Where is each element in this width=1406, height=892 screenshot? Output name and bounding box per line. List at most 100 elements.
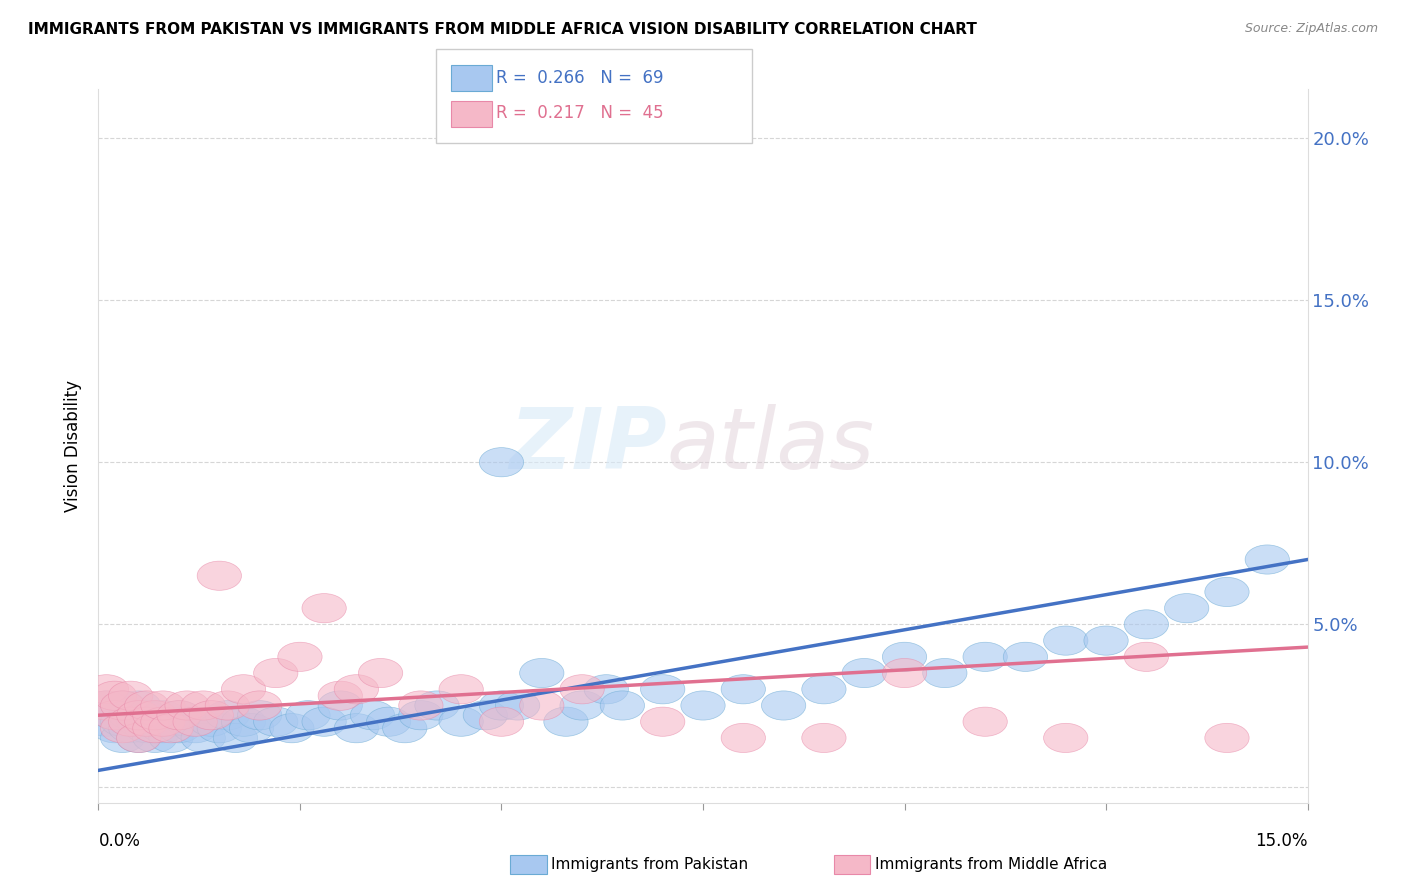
Text: Source: ZipAtlas.com: Source: ZipAtlas.com xyxy=(1244,22,1378,36)
Ellipse shape xyxy=(238,700,281,730)
Ellipse shape xyxy=(439,707,484,736)
Ellipse shape xyxy=(641,674,685,704)
Ellipse shape xyxy=(801,723,846,753)
Ellipse shape xyxy=(463,700,508,730)
Ellipse shape xyxy=(278,642,322,672)
Ellipse shape xyxy=(125,691,169,720)
Ellipse shape xyxy=(197,561,242,591)
Ellipse shape xyxy=(229,714,274,743)
Ellipse shape xyxy=(600,691,644,720)
Ellipse shape xyxy=(335,714,378,743)
Ellipse shape xyxy=(367,707,411,736)
Ellipse shape xyxy=(583,674,628,704)
Ellipse shape xyxy=(108,714,153,743)
Ellipse shape xyxy=(238,691,281,720)
Ellipse shape xyxy=(157,700,201,730)
Ellipse shape xyxy=(520,691,564,720)
Ellipse shape xyxy=(149,707,193,736)
Ellipse shape xyxy=(93,700,136,730)
Ellipse shape xyxy=(399,700,443,730)
Text: 0.0%: 0.0% xyxy=(98,832,141,850)
Ellipse shape xyxy=(963,642,1007,672)
Ellipse shape xyxy=(762,691,806,720)
Ellipse shape xyxy=(318,691,363,720)
Ellipse shape xyxy=(157,700,201,730)
Ellipse shape xyxy=(560,691,605,720)
Ellipse shape xyxy=(117,707,160,736)
Ellipse shape xyxy=(173,714,218,743)
Ellipse shape xyxy=(157,714,201,743)
Ellipse shape xyxy=(544,707,588,736)
Ellipse shape xyxy=(302,593,346,623)
Ellipse shape xyxy=(108,681,153,710)
Ellipse shape xyxy=(165,707,209,736)
Ellipse shape xyxy=(117,691,160,720)
Ellipse shape xyxy=(132,707,177,736)
Text: Immigrants from Middle Africa: Immigrants from Middle Africa xyxy=(875,857,1107,871)
Ellipse shape xyxy=(318,681,363,710)
Ellipse shape xyxy=(117,700,160,730)
Ellipse shape xyxy=(399,691,443,720)
Ellipse shape xyxy=(1125,610,1168,639)
Ellipse shape xyxy=(520,658,564,688)
Ellipse shape xyxy=(214,723,257,753)
Ellipse shape xyxy=(479,448,523,477)
Ellipse shape xyxy=(117,723,160,753)
Ellipse shape xyxy=(205,700,250,730)
Ellipse shape xyxy=(132,700,177,730)
Ellipse shape xyxy=(641,707,685,736)
Ellipse shape xyxy=(188,700,233,730)
Ellipse shape xyxy=(721,723,765,753)
Ellipse shape xyxy=(681,691,725,720)
Ellipse shape xyxy=(253,707,298,736)
Ellipse shape xyxy=(141,700,186,730)
Ellipse shape xyxy=(721,674,765,704)
Ellipse shape xyxy=(188,707,233,736)
Ellipse shape xyxy=(270,714,314,743)
Ellipse shape xyxy=(100,714,145,743)
Ellipse shape xyxy=(382,714,427,743)
Ellipse shape xyxy=(221,674,266,704)
Ellipse shape xyxy=(84,691,129,720)
Ellipse shape xyxy=(125,707,169,736)
Ellipse shape xyxy=(479,707,523,736)
Ellipse shape xyxy=(1205,723,1249,753)
Ellipse shape xyxy=(302,707,346,736)
Text: ZIP: ZIP xyxy=(509,404,666,488)
Ellipse shape xyxy=(1004,642,1047,672)
Ellipse shape xyxy=(125,714,169,743)
Ellipse shape xyxy=(285,700,330,730)
Ellipse shape xyxy=(495,691,540,720)
Ellipse shape xyxy=(221,707,266,736)
Ellipse shape xyxy=(922,658,967,688)
Ellipse shape xyxy=(1246,545,1289,574)
Ellipse shape xyxy=(100,723,145,753)
Ellipse shape xyxy=(1205,577,1249,607)
Text: atlas: atlas xyxy=(666,404,875,488)
Ellipse shape xyxy=(93,700,136,730)
Ellipse shape xyxy=(141,691,186,720)
Ellipse shape xyxy=(100,691,145,720)
Ellipse shape xyxy=(132,723,177,753)
Ellipse shape xyxy=(132,714,177,743)
Ellipse shape xyxy=(205,691,250,720)
Text: R =  0.217   N =  45: R = 0.217 N = 45 xyxy=(496,104,664,122)
Ellipse shape xyxy=(165,691,209,720)
Ellipse shape xyxy=(181,691,225,720)
Ellipse shape xyxy=(359,658,402,688)
Ellipse shape xyxy=(335,674,378,704)
Ellipse shape xyxy=(883,658,927,688)
Ellipse shape xyxy=(1084,626,1128,656)
Ellipse shape xyxy=(149,714,193,743)
Text: Immigrants from Pakistan: Immigrants from Pakistan xyxy=(551,857,748,871)
Ellipse shape xyxy=(173,707,218,736)
Ellipse shape xyxy=(125,700,169,730)
Ellipse shape xyxy=(93,714,136,743)
Ellipse shape xyxy=(84,691,129,720)
Text: R =  0.266   N =  69: R = 0.266 N = 69 xyxy=(496,69,664,87)
Ellipse shape xyxy=(350,700,395,730)
Ellipse shape xyxy=(415,691,460,720)
Ellipse shape xyxy=(84,707,129,736)
Ellipse shape xyxy=(108,707,153,736)
Ellipse shape xyxy=(963,707,1007,736)
